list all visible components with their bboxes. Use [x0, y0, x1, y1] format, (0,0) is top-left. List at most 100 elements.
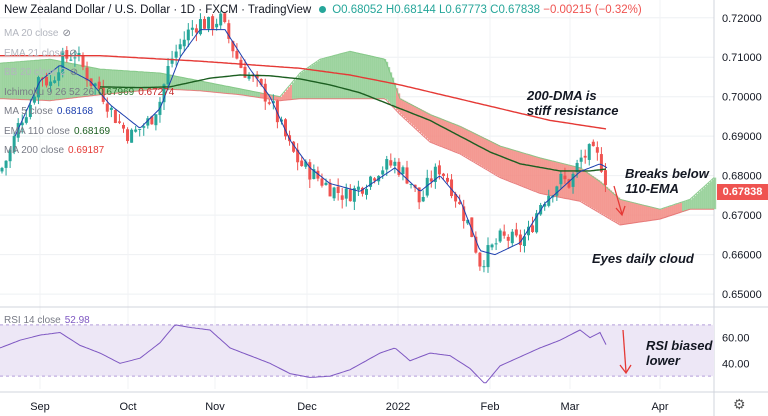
bull-cloud-slice: [138, 71, 141, 91]
rsi-legend[interactable]: RSI 14 close 52.98: [4, 315, 90, 326]
bull-cloud-slice: [372, 56, 375, 99]
bull-cloud-slice: [298, 75, 301, 99]
bull-cloud-slice: [226, 86, 229, 94]
bull-cloud-slice: [302, 71, 305, 99]
candle-down: [446, 177, 449, 182]
hidden-eye-icon[interactable]: ⊘: [69, 67, 79, 78]
bull-cloud-slice: [320, 59, 323, 99]
hidden-eye-icon[interactable]: ⊘: [62, 28, 71, 39]
annotation-breaks-line1: Breaks below: [625, 166, 709, 181]
bear-cloud-slice: [488, 140, 491, 171]
candle-down: [45, 76, 49, 86]
bear-cloud-slice: [444, 120, 447, 148]
bear-cloud-slice: [416, 107, 419, 130]
legend-ma5[interactable]: MA 5 close 0.68168: [4, 102, 174, 122]
bull-cloud-slice: [126, 70, 129, 93]
senkou-b-line: [0, 88, 714, 226]
legend-ichimoku[interactable]: Ichimoku 9 26 52 26 0.67969 0.67274: [4, 83, 174, 103]
candle-up: [433, 166, 437, 182]
bear-cloud-slice: [284, 91, 287, 101]
bull-cloud-slice: [140, 71, 143, 91]
candle-up: [393, 161, 397, 166]
candle-up: [174, 51, 178, 58]
bear-cloud-slice: [270, 94, 273, 100]
bear-cloud-slice: [490, 141, 493, 172]
bull-cloud-slice: [96, 68, 99, 96]
high-value: H0.68144: [385, 4, 436, 16]
candle-up: [365, 188, 368, 195]
bull-cloud-slice: [318, 60, 321, 99]
annotation-breaks: Breaks below 110-EMA: [625, 166, 709, 196]
bear-cloud-slice: [530, 154, 533, 190]
bull-cloud-slice: [114, 70, 117, 94]
bull-cloud-slice: [242, 89, 245, 96]
legend-bb20[interactable]: BB 20 close 2 ⊘: [4, 63, 174, 83]
bear-cloud-slice: [520, 151, 523, 186]
bull-cloud-slice: [198, 80, 201, 91]
bear-cloud-slice: [486, 139, 489, 170]
annotation-rsi: RSI biased lower: [646, 338, 712, 368]
bear-cloud-slice: [544, 158, 547, 195]
bull-cloud-slice: [2, 63, 5, 99]
bull-cloud-slice: [48, 59, 51, 101]
rsi-tick-label: 60.00: [722, 333, 750, 345]
candle-up: [482, 266, 486, 268]
candle-down: [97, 81, 101, 89]
market-status-dot: [319, 6, 327, 14]
bear-cloud-slice: [630, 201, 633, 224]
bull-cloud-slice: [368, 55, 371, 99]
bear-cloud-slice: [450, 122, 453, 150]
candle-down: [340, 195, 344, 200]
candle-down: [41, 77, 44, 79]
price-tick-label: 0.66000: [722, 250, 762, 262]
candle-up: [425, 177, 429, 196]
bear-cloud-slice: [262, 93, 265, 98]
hidden-eye-icon[interactable]: ⊘: [69, 47, 78, 59]
bull-cloud-slice: [346, 52, 349, 99]
bull-cloud-slice: [244, 89, 247, 96]
gear-icon[interactable]: ⚙: [733, 396, 746, 412]
bull-cloud-slice: [150, 72, 153, 90]
legend-ichimoku-name: Ichimoku 9 26 52 26: [4, 86, 95, 98]
candle-up: [109, 107, 113, 110]
bull-cloud-slice: [344, 52, 347, 99]
bear-cloud-slice: [282, 94, 285, 101]
bull-cloud-slice: [232, 87, 235, 94]
legend-ema110[interactable]: EMA 110 close 0.68169: [4, 122, 174, 142]
bull-cloud-slice: [702, 188, 705, 210]
candle-down: [300, 160, 304, 167]
bull-cloud-slice: [128, 70, 131, 92]
candle-up: [142, 126, 146, 128]
legend-ema21[interactable]: EMA 21 close ⊘: [4, 44, 174, 64]
bull-cloud-slice: [154, 72, 157, 90]
bull-cloud-slice: [158, 72, 161, 90]
candle-down: [235, 50, 239, 59]
candle-down: [122, 124, 125, 129]
candle-up: [146, 118, 150, 126]
candle-down: [275, 100, 279, 123]
bear-cloud-slice: [512, 149, 515, 183]
bull-cloud-slice: [6, 62, 9, 99]
bull-cloud-slice: [68, 62, 71, 99]
bull-cloud-slice: [342, 53, 345, 99]
candle-down: [348, 189, 352, 202]
legend-ma200[interactable]: MA 200 close 0.69187: [4, 141, 174, 161]
candle-up: [182, 39, 186, 47]
bull-cloud-slice: [712, 179, 715, 210]
symbol-title[interactable]: New Zealand Dollar / U.S. Dollar · 1D · …: [4, 4, 312, 16]
legend-ma20[interactable]: MA 20 close ⊘: [4, 24, 174, 44]
bear-cloud-slice: [476, 134, 479, 164]
candle-up: [409, 183, 413, 185]
candle-up: [215, 23, 219, 28]
candle-down: [203, 18, 206, 29]
bear-cloud-slice: [286, 89, 289, 101]
bear-cloud-slice: [586, 171, 589, 205]
bear-cloud-slice: [434, 116, 437, 144]
candle-down: [360, 187, 364, 194]
bear-cloud-slice: [436, 116, 439, 145]
bull-cloud-slice: [82, 65, 85, 97]
bear-cloud-slice: [398, 93, 401, 113]
candle-up: [547, 195, 551, 206]
candle-up: [312, 169, 316, 179]
